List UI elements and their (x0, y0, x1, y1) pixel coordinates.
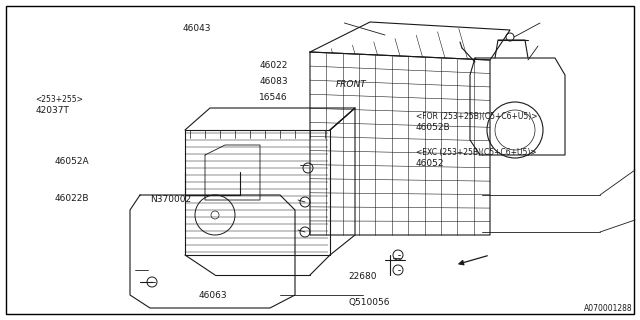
Text: 22680: 22680 (349, 272, 378, 281)
Text: FRONT: FRONT (336, 80, 367, 89)
Text: 46063: 46063 (198, 292, 227, 300)
Text: 46052A: 46052A (54, 157, 89, 166)
Text: 42037T: 42037T (35, 106, 69, 115)
Text: 46022B: 46022B (54, 194, 89, 203)
Text: 16546: 16546 (259, 93, 288, 102)
Text: 46022: 46022 (259, 61, 287, 70)
Text: <253+255>: <253+255> (35, 95, 83, 104)
Text: N370002: N370002 (150, 196, 191, 204)
Text: <FOR (253+25B)(C5+C6+U5)>: <FOR (253+25B)(C5+C6+U5)> (416, 112, 538, 121)
Text: <EXC (253+25B)(C5+C6+U5)>: <EXC (253+25B)(C5+C6+U5)> (416, 148, 536, 156)
Text: Q510056: Q510056 (349, 298, 390, 307)
Text: 46052: 46052 (416, 159, 445, 168)
Text: 46043: 46043 (182, 24, 211, 33)
Text: 46083: 46083 (259, 77, 288, 86)
Text: A070001288: A070001288 (584, 304, 633, 313)
Text: 46052B: 46052B (416, 124, 451, 132)
